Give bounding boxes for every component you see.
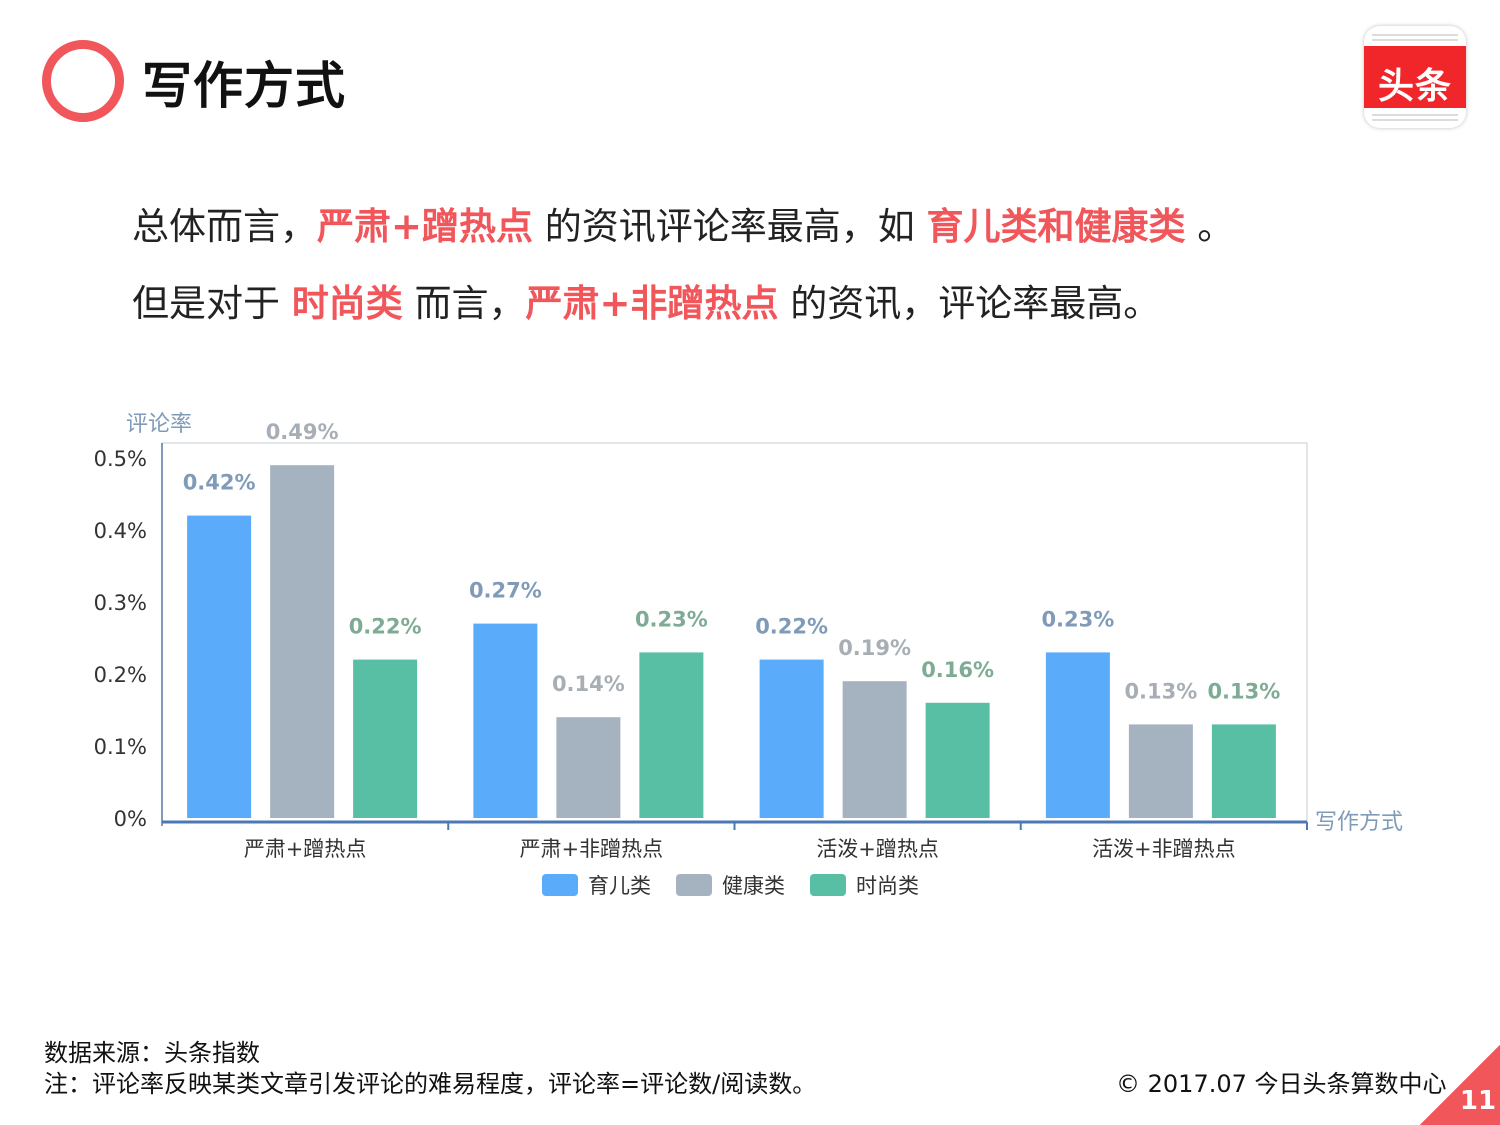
x-tick-label: 活泼+非蹭热点 xyxy=(1092,837,1236,861)
y-tick-label: 0.5% xyxy=(94,447,147,471)
summary-text: 。 xyxy=(1185,205,1235,248)
logo-band xyxy=(1364,46,1466,108)
y-tick-label: 0.3% xyxy=(94,591,147,615)
bar xyxy=(473,623,538,818)
data-label: 0.27% xyxy=(469,579,542,603)
legend-swatch xyxy=(810,874,846,896)
summary-text: 总体而言， xyxy=(132,205,317,248)
x-tick-label: 严肃+非蹭热点 xyxy=(520,837,664,861)
summary-text: 但是对于 xyxy=(132,282,292,325)
bar xyxy=(353,659,418,818)
bar xyxy=(270,465,335,818)
data-label: 0.22% xyxy=(349,615,422,639)
toutiao-logo: 头条 xyxy=(1364,26,1466,128)
data-label: 0.23% xyxy=(1041,607,1114,631)
bar xyxy=(556,717,621,818)
footnote: 注：评论率反映某类文章引发评论的难易程度，评论率=评论数/阅读数。 xyxy=(44,1070,817,1098)
data-label: 0.23% xyxy=(635,607,708,631)
y-tick-label: 0.1% xyxy=(94,735,147,759)
logo-line xyxy=(1372,119,1458,121)
legend-swatch xyxy=(676,874,712,896)
y-tick-label: 0.4% xyxy=(94,519,147,543)
logo-line xyxy=(1372,34,1458,36)
logo-line xyxy=(1372,39,1458,41)
highlight-text: 时尚类 xyxy=(291,282,403,325)
highlight-text: 育儿类和健康类 xyxy=(926,205,1186,248)
page-title: 写作方式 xyxy=(142,57,346,115)
summary-line-1: 总体而言，严肃+蹭热点 的资讯评论率最高，如 育儿类和健康类 。 xyxy=(132,196,1234,250)
logo-line xyxy=(1372,114,1458,116)
bar xyxy=(842,681,907,818)
data-label: 0.14% xyxy=(552,672,625,696)
bar xyxy=(1128,724,1193,818)
data-label: 0.13% xyxy=(1124,679,1197,703)
page-number: 11 xyxy=(1459,1086,1497,1116)
legend-label: 育儿类 xyxy=(588,874,651,898)
x-tick-label: 严肃+蹭热点 xyxy=(244,837,367,861)
data-label: 0.22% xyxy=(755,615,828,639)
data-label: 0.19% xyxy=(838,636,911,660)
legend-label: 健康类 xyxy=(722,874,785,898)
y-axis-title: 评论率 xyxy=(126,412,192,437)
y-tick-label: 0% xyxy=(114,807,147,831)
page-corner xyxy=(1420,1045,1500,1125)
copyright: © 2017.07 今日头条算数中心 xyxy=(1116,1070,1447,1098)
data-label: 0.49% xyxy=(266,420,339,444)
y-tick-label: 0.2% xyxy=(94,663,147,687)
bar xyxy=(1211,724,1276,818)
bar xyxy=(759,659,824,818)
summary-text: 而言， xyxy=(402,282,526,325)
x-tick-label: 活泼+蹭热点 xyxy=(816,837,939,861)
x-axis-title: 写作方式 xyxy=(1315,810,1403,835)
highlight-text: 严肃+蹭热点 xyxy=(317,205,534,248)
data-label: 0.13% xyxy=(1207,679,1280,703)
bar xyxy=(639,652,704,818)
highlight-text: 严肃+非蹭热点 xyxy=(525,282,779,325)
title-ring-icon xyxy=(42,40,124,122)
bar xyxy=(1045,652,1110,818)
data-source: 数据来源：头条指数 xyxy=(44,1039,260,1067)
summary-text: 的资讯，评论率最高。 xyxy=(778,282,1161,325)
logo-text: 头条 xyxy=(1377,66,1452,107)
summary-line-2: 但是对于 时尚类 而言，严肃+非蹭热点 的资讯，评论率最高。 xyxy=(132,273,1160,327)
bar xyxy=(187,515,252,818)
legend-label: 时尚类 xyxy=(856,874,919,898)
data-label: 0.16% xyxy=(921,658,994,682)
data-label: 0.42% xyxy=(183,471,256,495)
summary-text: 的资讯评论率最高，如 xyxy=(533,205,927,248)
legend-swatch xyxy=(542,874,578,896)
bar xyxy=(925,702,990,818)
